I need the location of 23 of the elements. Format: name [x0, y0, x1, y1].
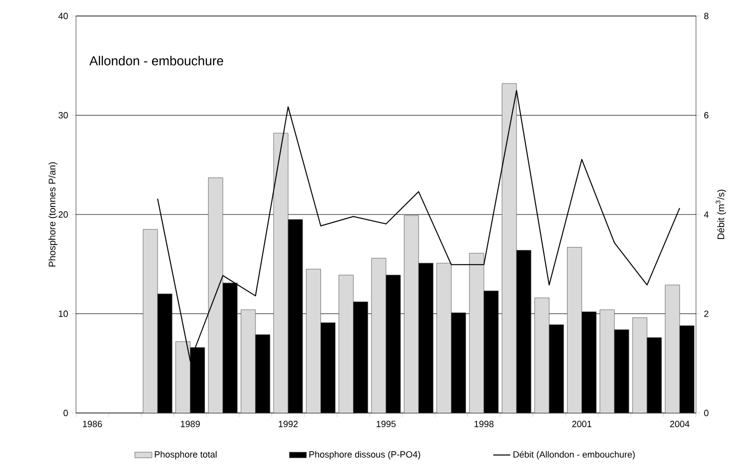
- legend-label: Phosphore dissous (P-PO4): [309, 450, 420, 460]
- y2-tick-label: 2: [704, 310, 708, 317]
- y-axis-title: Phosphore (tonnes P/an): [48, 162, 58, 267]
- legend-label: Phosphore total: [154, 450, 217, 460]
- x-tick-label: 2004: [670, 420, 690, 428]
- y-tick-label: 20: [58, 211, 68, 218]
- x-tick-label: 1998: [474, 420, 494, 428]
- y2-tick-label: 4: [704, 211, 709, 218]
- y-tick-label: 10: [58, 310, 68, 317]
- y2-tick-label: 8: [704, 12, 708, 20]
- x-tick-label: 1992: [278, 420, 298, 428]
- y2-tick-label: 0: [704, 410, 708, 416]
- x-tick-label: 2001: [572, 420, 592, 428]
- legend-label: Débit (Allondon - embouchure): [514, 450, 635, 460]
- y2-axis-title: Débit (m$^{3}$/s): [716, 190, 726, 240]
- y2-tick-label: 6: [704, 112, 708, 118]
- y-tick-label: 30: [58, 112, 68, 118]
- x-tick-label: 1986: [83, 420, 102, 428]
- y-tick-label: 40: [58, 12, 68, 20]
- text: Allondon - embouchure: [89, 56, 224, 66]
- y-tick-label: 0: [64, 410, 68, 416]
- x-tick-label: 1989: [180, 420, 200, 428]
- x-tick-label: 1995: [376, 420, 396, 428]
